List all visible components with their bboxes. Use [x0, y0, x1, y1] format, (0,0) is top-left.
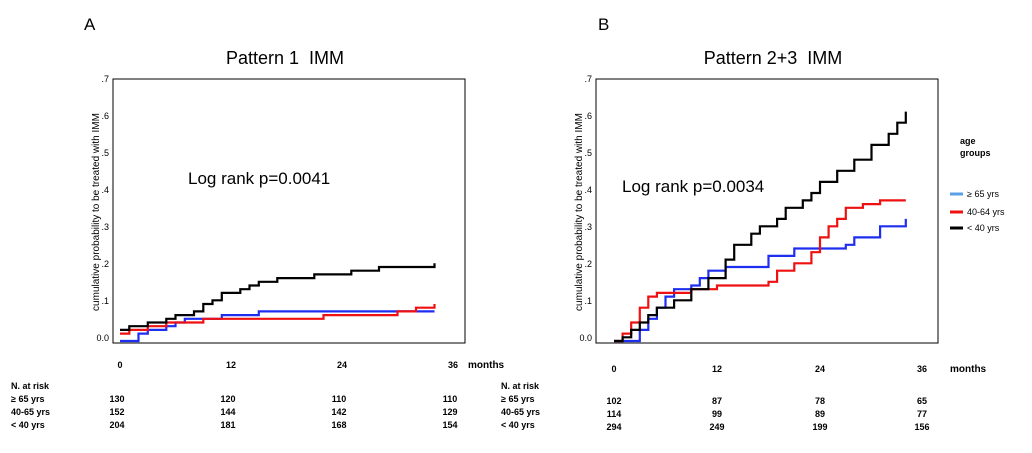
panel-a-x-ticks: 0 12 24 36 months	[117, 360, 504, 371]
panel-a-series-line-40to64	[120, 304, 436, 335]
panel-b-y-ticks: .7 .6 .5 .4 .3 .2 .1 0.0	[579, 74, 592, 343]
panel-b-y-tick-label: .3	[584, 222, 592, 232]
risk-value: 65	[917, 396, 927, 406]
panel-b-legend: age groups ≥ 65 yrs 40-64 yrs < 40 yrs	[950, 136, 1005, 233]
panel-a-y-tick-label: .4	[101, 185, 109, 195]
risk-value: 154	[442, 420, 457, 430]
risk-value: 77	[917, 409, 927, 419]
panel-b-risk-table: N. at risk ≥ 65 yrs 40-65 yrs < 40 yrs 1…	[501, 381, 930, 432]
panel-b-series-line-ge65	[614, 218, 907, 343]
risk-value: 294	[606, 422, 621, 432]
panel-a-y-tick-label: 0.0	[96, 333, 109, 343]
panel-b-series-line-40to64	[614, 199, 906, 343]
legend-label-lt40: < 40 yrs	[967, 223, 1000, 233]
panel-a: A Pattern 1 IMM cumulative probability t…	[11, 15, 505, 430]
panel-a-y-tick-label: .3	[101, 222, 109, 232]
risk-value: 102	[606, 396, 621, 406]
risk-row-label: < 40 yrs	[501, 420, 535, 430]
panel-b-x-ticks: 0 12 24 36 months	[611, 364, 986, 375]
panel-a-log-rank-annotation: Log rank p=0.0041	[188, 169, 330, 188]
legend-title: groups	[960, 148, 991, 158]
panel-b-series-group	[614, 111, 907, 343]
panel-a-risk-table: N. at risk ≥ 65 yrs 40-65 yrs < 40 yrs 1…	[11, 381, 458, 430]
panel-a-x-tick-label: 36	[448, 360, 458, 370]
panel-a-x-tick-label: 24	[337, 360, 347, 370]
risk-value: 144	[220, 407, 235, 417]
risk-value: 152	[109, 407, 124, 417]
risk-value: 120	[220, 394, 235, 404]
panel-a-letter: A	[84, 15, 96, 34]
panel-a-y-ticks: .7 .6 .5 .4 .3 .2 .1 0.0	[96, 74, 109, 343]
panel-b-y-tick-label: 0.0	[579, 333, 592, 343]
risk-value: 249	[709, 422, 724, 432]
risk-value: 89	[815, 409, 825, 419]
panel-b: B Pattern 2+3 IMM cumulative probability…	[501, 15, 1005, 432]
risk-value: 199	[812, 422, 827, 432]
risk-value: 181	[220, 420, 235, 430]
panel-b-plot-frame	[595, 78, 939, 344]
panel-b-title: Pattern 2+3 IMM	[704, 48, 843, 68]
risk-table-header: N. at risk	[11, 381, 50, 391]
panel-a-plot-frame	[112, 78, 466, 344]
risk-value: 129	[442, 407, 457, 417]
legend-items: ≥ 65 yrs 40-64 yrs < 40 yrs	[950, 189, 1005, 233]
panel-a-series-line-lt40	[120, 263, 436, 331]
risk-row-label: ≥ 65 yrs	[11, 394, 44, 404]
risk-value: 110	[332, 394, 347, 404]
legend-label-40to64: 40-64 yrs	[967, 207, 1005, 217]
panel-a-y-tick-label: .1	[101, 296, 109, 306]
risk-value: 87	[712, 396, 722, 406]
panel-b-x-tick-label: 24	[815, 364, 825, 374]
risk-value: 78	[815, 396, 825, 406]
panel-b-y-tick-label: .1	[584, 296, 592, 306]
panel-a-series-group	[120, 263, 436, 343]
panel-b-x-tick-label: 36	[917, 364, 927, 374]
panel-b-series-line-lt40	[614, 111, 907, 343]
panel-a-x-axis-unit: months	[468, 360, 505, 371]
panel-a-x-tick-label: 0	[117, 360, 122, 370]
risk-value: 142	[331, 407, 346, 417]
risk-value: 156	[914, 422, 929, 432]
legend-label-ge65: ≥ 65 yrs	[967, 189, 999, 199]
panel-a-x-tick-label: 12	[226, 360, 236, 370]
panel-a-title: Pattern 1 IMM	[226, 48, 344, 68]
risk-row-label: ≥ 65 yrs	[501, 394, 534, 404]
risk-row-label: 40-65 yrs	[501, 407, 540, 417]
panel-b-y-tick-label: .2	[584, 259, 592, 269]
risk-table-header: N. at risk	[501, 381, 540, 391]
panel-a-y-tick-label: .7	[101, 74, 109, 84]
risk-row-label: 40-65 yrs	[11, 407, 50, 417]
panel-a-y-axis-label: cumulative probability to be treated wit…	[91, 113, 102, 311]
panel-a-y-tick-label: .2	[101, 259, 109, 269]
panel-b-y-tick-label: .7	[584, 74, 592, 84]
risk-value: 114	[607, 409, 622, 419]
panel-a-y-tick-label: .5	[101, 148, 109, 158]
panel-b-y-axis-label: cumulative probability to be treated wit…	[574, 113, 585, 311]
panel-b-x-tick-label: 12	[712, 364, 722, 374]
panel-b-log-rank-annotation: Log rank p=0.0034	[622, 177, 764, 196]
panel-b-letter: B	[598, 15, 609, 34]
panel-b-x-axis-unit: months	[950, 364, 987, 375]
risk-value: 168	[331, 420, 346, 430]
legend-title: age	[960, 136, 976, 146]
panel-b-y-tick-label: .5	[584, 148, 592, 158]
risk-row-label: < 40 yrs	[11, 420, 45, 430]
panel-b-x-tick-label: 0	[611, 364, 616, 374]
risk-value: 130	[109, 394, 124, 404]
risk-value: 110	[443, 394, 458, 404]
risk-value: 99	[712, 409, 722, 419]
risk-value: 204	[109, 420, 124, 430]
panel-a-y-tick-label: .6	[101, 111, 109, 121]
panel-b-y-tick-label: .6	[584, 111, 592, 121]
panel-b-y-tick-label: .4	[584, 185, 592, 195]
